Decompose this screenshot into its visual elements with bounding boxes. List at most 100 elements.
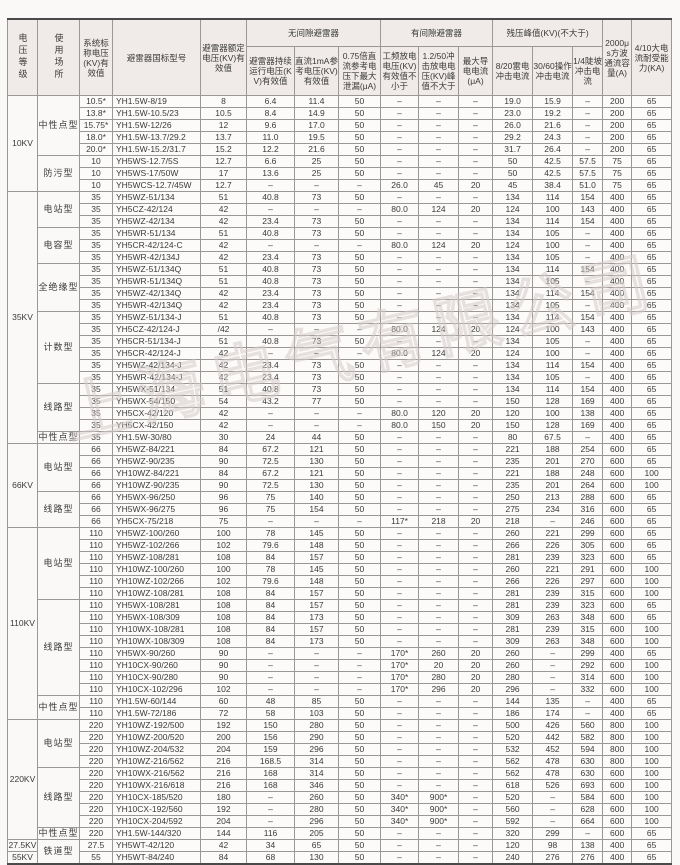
value-cell: 221 xyxy=(532,527,574,540)
table-row: 35 YH5WR-51/134Q 51 40.8 73 50– – –134 105–400 65 xyxy=(8,275,673,288)
value-cell: – xyxy=(246,791,295,804)
value-cell: 50 xyxy=(337,311,382,324)
value-cell: 66 xyxy=(79,467,113,480)
value-cell: 400 xyxy=(602,275,633,288)
value-cell: 600 xyxy=(602,443,633,456)
model-cell: YH10CX-90/280 xyxy=(112,671,201,684)
value-cell: 50 xyxy=(337,383,382,396)
value-cell: 400 xyxy=(602,647,633,660)
value-cell: – xyxy=(458,851,494,865)
value-cell: 73 xyxy=(294,275,339,288)
value-cell: 134 xyxy=(492,371,534,384)
value-cell: 400 xyxy=(602,419,633,432)
value-cell: – xyxy=(458,251,494,264)
value-cell: 168 xyxy=(246,767,295,780)
value-cell: – xyxy=(458,455,494,468)
value-cell: 200 xyxy=(602,95,633,108)
value-cell: 73 xyxy=(294,335,339,348)
value-cell: – xyxy=(380,287,420,300)
value-cell: 30 xyxy=(200,431,247,444)
value-cell: 40.8 xyxy=(246,335,295,348)
value-cell: 134 xyxy=(492,359,534,372)
model-cell: YH5WZ-51/134Q xyxy=(112,263,201,276)
value-cell: 100 xyxy=(631,635,673,648)
value-cell: 50 xyxy=(337,707,382,720)
value-cell: – xyxy=(418,155,460,168)
table-row: 27.5KV 铁道型 27.5 YH5WT-42/120 42 34 65 50– – –120 9… xyxy=(7,839,673,865)
model-cell: YH1.5W-8/19 xyxy=(112,95,201,108)
value-cell: 220 xyxy=(79,815,113,828)
value-cell: – xyxy=(246,239,295,252)
value-cell: – xyxy=(572,227,604,240)
value-cell: 50 xyxy=(337,599,382,612)
value-cell: 50 xyxy=(337,431,382,444)
value-cell: 45 xyxy=(492,179,534,192)
value-cell: – xyxy=(380,695,420,708)
value-cell: 157 xyxy=(294,551,339,564)
model-cell: YH5WS-17/50W xyxy=(112,167,201,180)
value-cell: 520 xyxy=(492,791,534,804)
table-row: 中性点型 220 YH1.5W-144/320 144 116 205 50– – –320 29… xyxy=(8,827,673,840)
model-cell: YH10WZ-200/520 xyxy=(112,731,201,744)
value-cell: 105 xyxy=(532,371,574,384)
value-cell: 216 xyxy=(200,779,247,792)
value-cell: 135 xyxy=(532,695,574,708)
value-cell: 340* xyxy=(380,791,420,804)
value-cell: 218 xyxy=(492,515,534,528)
value-cell: – xyxy=(418,227,460,240)
table-row: 55KV 55 YH5WT-84/240 84 68 130 50– – –240 276 276 4… xyxy=(7,851,673,865)
model-cell: YH5CR-51/134-J xyxy=(112,335,201,348)
value-cell: 260 xyxy=(418,647,460,660)
value-cell: 75 xyxy=(200,515,247,528)
value-cell: 12.7 xyxy=(200,179,247,192)
value-cell: 65 xyxy=(631,107,673,120)
value-cell: – xyxy=(532,683,574,696)
value-cell: 24.3 xyxy=(532,131,574,144)
table-row: 35 YH5CR-42/124-J 42– – –80.0 124 20 124 100–400… xyxy=(8,347,673,360)
table-row: 110 YH10WX-108/309 108 84 173 50– – –309 263 348 6… xyxy=(8,635,673,648)
value-cell: 134 xyxy=(492,275,534,288)
value-cell: – xyxy=(294,323,339,336)
value-cell: 281 xyxy=(492,599,534,612)
value-cell: – xyxy=(380,731,420,744)
value-cell: 35 xyxy=(79,227,113,240)
value-cell: 100 xyxy=(631,791,673,804)
value-cell: – xyxy=(418,743,460,756)
value-cell: 186 xyxy=(492,707,534,720)
value-cell: 9.6 xyxy=(246,119,295,132)
value-cell: – xyxy=(532,647,574,660)
value-cell: 192 xyxy=(200,719,247,732)
value-cell: – xyxy=(458,815,494,828)
value-cell: – xyxy=(572,827,604,840)
value-cell: 80.0 xyxy=(380,407,420,420)
value-cell: 204 xyxy=(200,743,247,756)
table-row: 66 YH5WZ-90/235 90 72.5 130 50– – –235 201 270 600… xyxy=(8,455,673,468)
value-cell: 348 xyxy=(572,611,604,624)
value-cell: 42 xyxy=(200,347,247,360)
value-cell: 400 xyxy=(602,851,633,865)
value-cell: 50 xyxy=(337,503,382,516)
value-cell: – xyxy=(380,479,420,492)
value-cell: 19.5 xyxy=(294,131,339,144)
value-cell: 65 xyxy=(631,239,673,252)
value-cell: – xyxy=(458,479,494,492)
value-cell: – xyxy=(458,575,494,588)
value-cell: 128 xyxy=(532,395,574,408)
value-cell: 114 xyxy=(532,215,574,228)
model-cell: YH10CX-192/560 xyxy=(112,803,201,816)
value-cell: 400 xyxy=(602,263,633,276)
value-cell: 65 xyxy=(631,443,673,456)
value-cell: 173 xyxy=(294,635,339,648)
model-cell: YH5WZ-90/235 xyxy=(112,455,201,468)
value-cell: 35 xyxy=(79,191,113,204)
value-cell: 50 xyxy=(337,167,382,180)
value-cell: 50 xyxy=(337,527,382,540)
header-pf-discharge: 工频放电电压(KV)有效值不小于 xyxy=(380,46,420,96)
value-cell: 51 xyxy=(200,227,247,240)
value-cell: 288 xyxy=(572,491,604,504)
value-cell: 57.5 xyxy=(572,167,604,180)
value-cell: 600 xyxy=(602,827,633,840)
value-cell: 51 xyxy=(200,311,247,324)
value-cell: – xyxy=(418,755,460,768)
value-cell: 65 xyxy=(631,383,673,396)
